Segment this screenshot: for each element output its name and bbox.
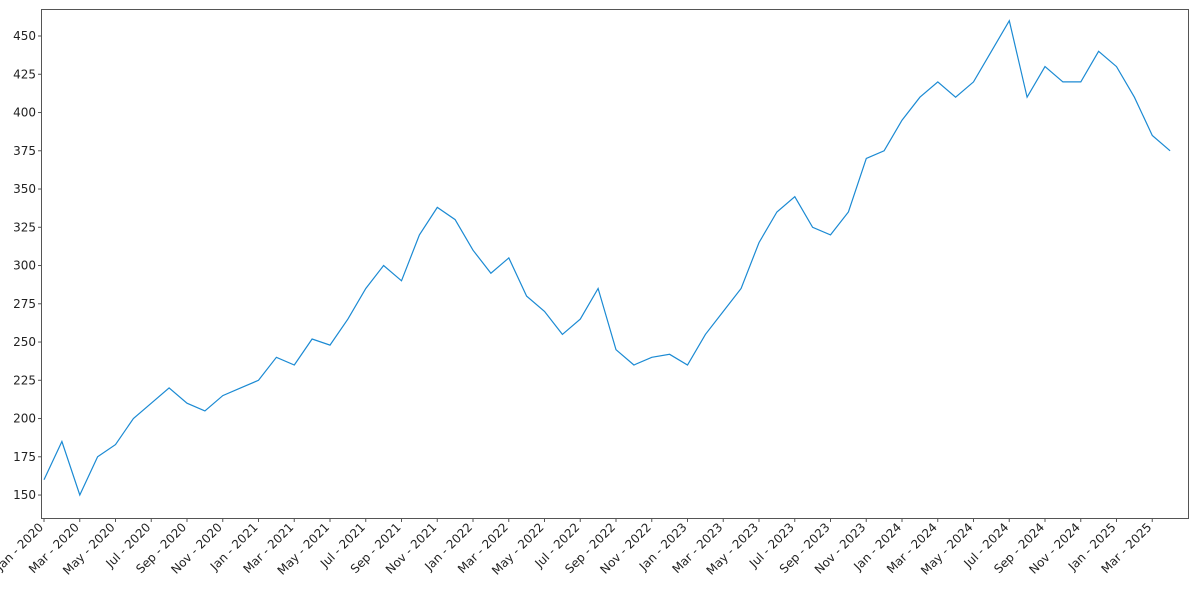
- y-tick-label: 150: [13, 488, 36, 502]
- y-tick-label: 250: [13, 335, 36, 349]
- y-tick-label: 375: [13, 144, 36, 158]
- price-line: [43, 19, 1171, 497]
- y-tick-label: 325: [13, 220, 36, 234]
- y-tick-label: 400: [13, 106, 36, 120]
- y-tick-label: 350: [13, 182, 36, 196]
- y-tick-label: 275: [13, 297, 36, 311]
- y-tick-label: 450: [13, 29, 36, 43]
- y-tick-label: 225: [13, 373, 36, 387]
- y-tick-label: 175: [13, 450, 36, 464]
- y-tick-label: 300: [13, 259, 36, 273]
- plot-frame: [41, 9, 1189, 519]
- y-tick-label: 200: [13, 412, 36, 426]
- y-tick-label: 425: [13, 67, 36, 81]
